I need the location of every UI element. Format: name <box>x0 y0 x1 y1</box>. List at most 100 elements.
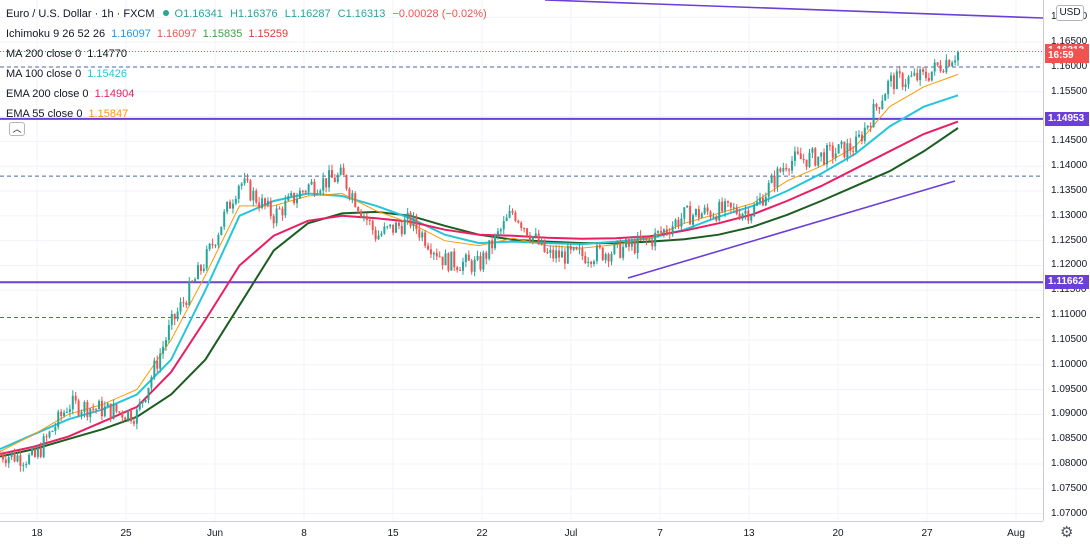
ohlc-high: H1.16376 <box>229 8 278 20</box>
candle-body <box>732 207 735 209</box>
candle-body <box>39 447 42 457</box>
candle-body <box>229 201 232 209</box>
gear-icon[interactable]: ⚙ <box>1060 524 1074 541</box>
candle-body <box>479 255 482 270</box>
time-tick-label: Jun <box>206 528 224 539</box>
candle-body <box>342 167 345 176</box>
time-tick-label: Aug <box>1007 528 1025 539</box>
candle-body <box>517 220 520 223</box>
level-price-tag: 1.14953 <box>1045 111 1089 126</box>
candle-body <box>898 71 901 74</box>
candle-body <box>651 239 654 247</box>
price-tick-label: 1.12500 <box>1051 234 1088 246</box>
candle-body <box>750 215 753 221</box>
candle-body <box>584 256 587 264</box>
indicator-value: 1.16097 <box>156 28 197 40</box>
candle-body <box>633 240 636 254</box>
candle-body <box>339 167 342 175</box>
candle-body <box>610 254 613 262</box>
candle-body <box>362 215 365 217</box>
candle-body <box>313 181 316 195</box>
candle-body <box>916 72 919 81</box>
candle-body <box>855 136 858 152</box>
candle-body <box>71 395 74 410</box>
candle-body <box>782 168 785 172</box>
candle-body <box>869 125 872 128</box>
candle-body <box>735 207 738 214</box>
candle-body <box>397 222 400 226</box>
candle-body <box>933 62 936 72</box>
candle-body <box>447 253 450 271</box>
candle-body <box>764 196 767 206</box>
candle-body <box>191 280 194 282</box>
candle-body <box>98 400 101 410</box>
candle-body <box>892 75 895 90</box>
candle-body <box>773 175 776 188</box>
candle-body <box>761 197 764 206</box>
candle-body <box>441 256 444 266</box>
candle-body <box>234 198 237 204</box>
price-tick-label: 1.11500 <box>1051 284 1087 296</box>
indicator-row[interactable]: EMA 55 close 0 1.15847 <box>6 107 128 121</box>
candle-body <box>319 190 322 194</box>
currency-label[interactable]: USD <box>1056 5 1084 21</box>
candle-body <box>514 212 517 221</box>
candle-body <box>496 231 499 235</box>
indicator-row[interactable]: Ichimoku 9 26 52 26 1.16097 1.16097 1.15835… <box>6 27 288 41</box>
candle-body <box>103 406 106 417</box>
candle-body <box>901 73 904 88</box>
candle-body <box>546 252 549 254</box>
candle-body <box>444 253 447 266</box>
price-chart[interactable] <box>0 0 1043 521</box>
candle-body <box>476 255 479 260</box>
candle-body <box>205 249 208 269</box>
candle-body <box>607 254 610 262</box>
candle-body <box>866 125 869 128</box>
time-tick-label: 27 <box>921 528 933 539</box>
candle-body <box>724 201 727 212</box>
candle-body <box>278 208 281 210</box>
candle-body <box>121 412 124 418</box>
candle-body <box>680 218 683 227</box>
candle-body <box>322 178 325 191</box>
candle-body <box>135 409 138 424</box>
candle-body <box>494 234 497 249</box>
collapse-legend-button[interactable]: ︿ <box>9 122 25 136</box>
candle-body <box>648 239 651 241</box>
candle-body <box>19 455 22 466</box>
candle-body <box>293 192 296 204</box>
candle-body <box>400 225 403 235</box>
candle-body <box>791 160 794 171</box>
candle-body <box>895 71 898 90</box>
indicator-row[interactable]: MA 200 close 0 1.14770 <box>6 47 127 61</box>
candle-body <box>537 233 540 245</box>
indicator-row[interactable]: EMA 200 close 0 1.14904 <box>6 87 134 101</box>
candle-body <box>721 201 724 212</box>
candle-body <box>459 269 462 271</box>
candle-body <box>936 62 939 66</box>
price-tick-label: 1.10000 <box>1051 358 1088 370</box>
candle-body <box>106 403 109 407</box>
candle-body <box>261 198 264 208</box>
candle-body <box>945 60 948 73</box>
candle-body <box>593 261 596 265</box>
time-tick-label: 8 <box>301 528 307 539</box>
candle-body <box>753 205 756 216</box>
candle-body <box>162 346 165 354</box>
price-axis[interactable]: 1.170001.165001.160001.155001.150001.145… <box>1043 0 1090 521</box>
candle-body <box>360 211 363 217</box>
candle-body <box>179 302 182 312</box>
candle-body <box>852 150 855 152</box>
time-tick-label: 7 <box>657 528 663 539</box>
candle-body <box>677 219 680 227</box>
time-axis[interactable]: 18 25 Jun 8 15 22 Jul 7 13 20 27 Aug <box>0 521 1043 544</box>
candle-body <box>86 402 89 417</box>
candle-body <box>301 190 304 192</box>
indicator-series-line <box>0 94 959 451</box>
time-tick-label: 15 <box>387 528 399 539</box>
indicator-row[interactable]: MA 100 close 0 1.15426 <box>6 67 127 81</box>
price-tick-label: 1.13500 <box>1051 185 1088 197</box>
candle-body <box>83 402 86 412</box>
candle-body <box>788 169 791 171</box>
level-price-tag: 1.11662 <box>1045 275 1089 290</box>
